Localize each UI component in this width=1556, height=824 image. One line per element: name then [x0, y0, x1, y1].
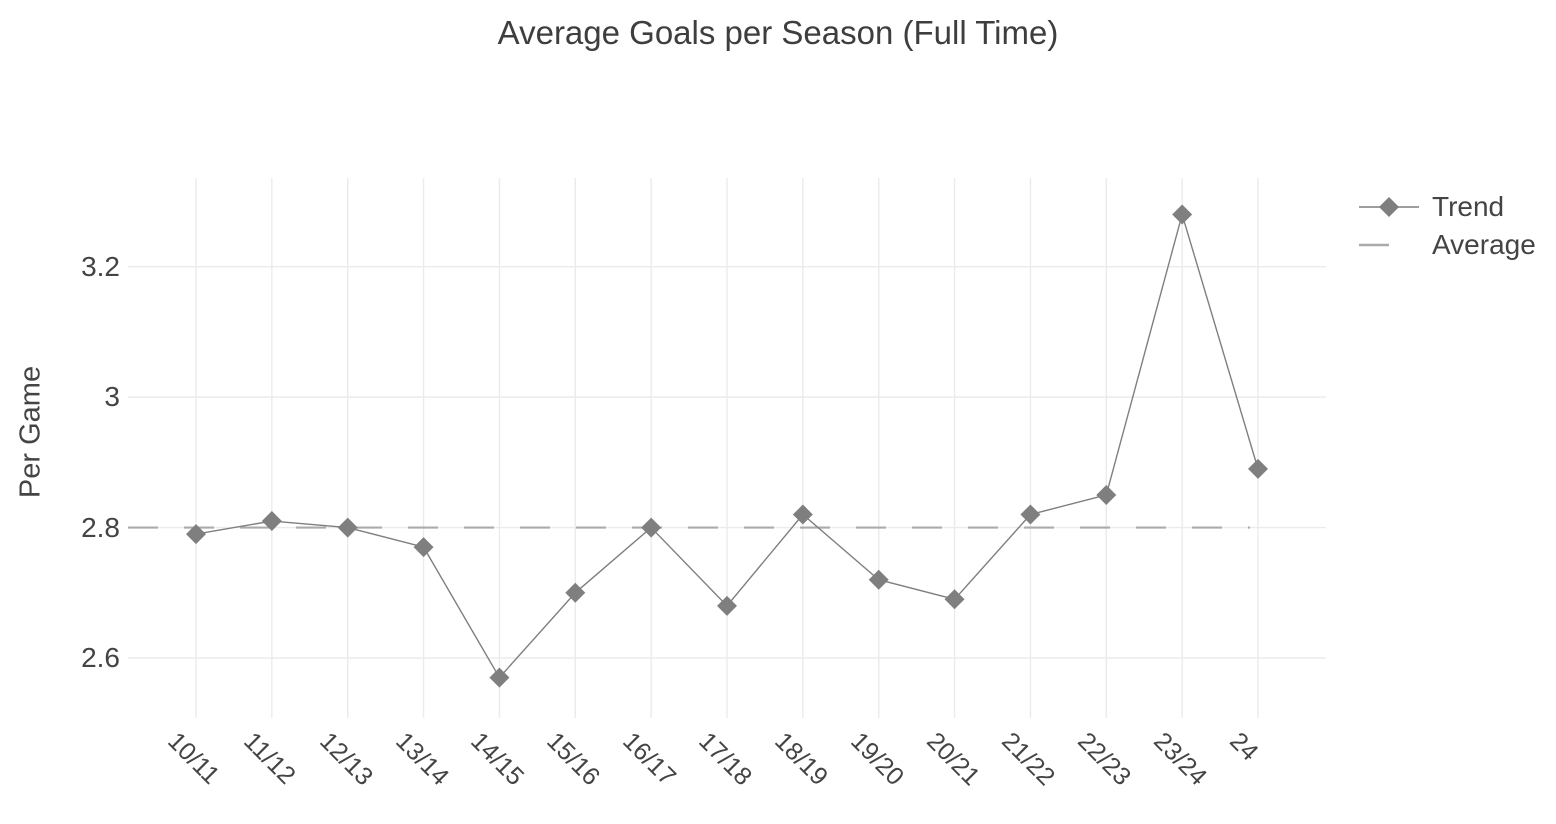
data-point-10/11[interactable] — [186, 524, 206, 545]
x-tick-label: 11/12 — [238, 727, 301, 790]
chart-title: Average Goals per Season (Full Time) — [497, 14, 1059, 51]
data-point-15/16[interactable] — [565, 582, 586, 603]
chart-canvas — [128, 178, 1326, 718]
data-point-23/24[interactable] — [1172, 204, 1193, 225]
legend-label-average: Average — [1432, 229, 1536, 260]
legend-item-average[interactable]: Average — [1358, 226, 1536, 264]
x-tick-label: 23/24 — [1148, 727, 1213, 792]
x-tick-label: 14/15 — [465, 727, 530, 792]
y-tick-label: 2.6 — [81, 642, 120, 673]
x-tick-label: 13/14 — [389, 727, 454, 792]
y-tick-label: 3.2 — [81, 250, 120, 282]
data-point-16/17[interactable] — [641, 517, 662, 538]
x-tick-label: 20/21 — [920, 727, 985, 792]
x-tick-label: 17/18 — [693, 727, 758, 792]
x-tick-label: 10/11 — [162, 727, 225, 790]
trend-line-sample-icon — [1359, 197, 1419, 217]
plot-area — [128, 178, 1326, 718]
data-point-18/19[interactable] — [792, 504, 813, 525]
data-point-14/15[interactable] — [489, 667, 510, 688]
x-tick-label: 24 — [1224, 727, 1264, 767]
x-tick-label: 12/13 — [313, 727, 378, 792]
legend-label-trend: Trend — [1432, 191, 1505, 222]
x-tick-label: 19/20 — [844, 727, 909, 792]
data-point-17/18[interactable] — [717, 595, 737, 616]
data-point-24[interactable] — [1248, 458, 1268, 479]
x-tick-label: 15/16 — [541, 727, 606, 792]
data-point-20/21[interactable] — [944, 589, 965, 610]
data-point-13/14[interactable] — [413, 537, 434, 558]
x-tick-label: 22/23 — [1072, 727, 1137, 792]
data-point-19/20[interactable] — [868, 569, 889, 590]
y-tick-label: 2.8 — [81, 511, 120, 543]
average-dash-sample-icon — [1359, 243, 1389, 247]
data-point-21/22[interactable] — [1020, 504, 1041, 525]
legend-item-trend[interactable]: Trend — [1358, 188, 1536, 226]
y-tick-label: 3 — [104, 381, 120, 413]
x-tick-label: 16/17 — [617, 727, 682, 792]
data-point-12/13[interactable] — [337, 517, 358, 538]
legend: Trend Average — [1358, 188, 1536, 264]
x-tick-label: 21/22 — [996, 727, 1061, 792]
x-tick-label: 18/19 — [769, 727, 834, 792]
data-point-22/23[interactable] — [1096, 484, 1117, 505]
